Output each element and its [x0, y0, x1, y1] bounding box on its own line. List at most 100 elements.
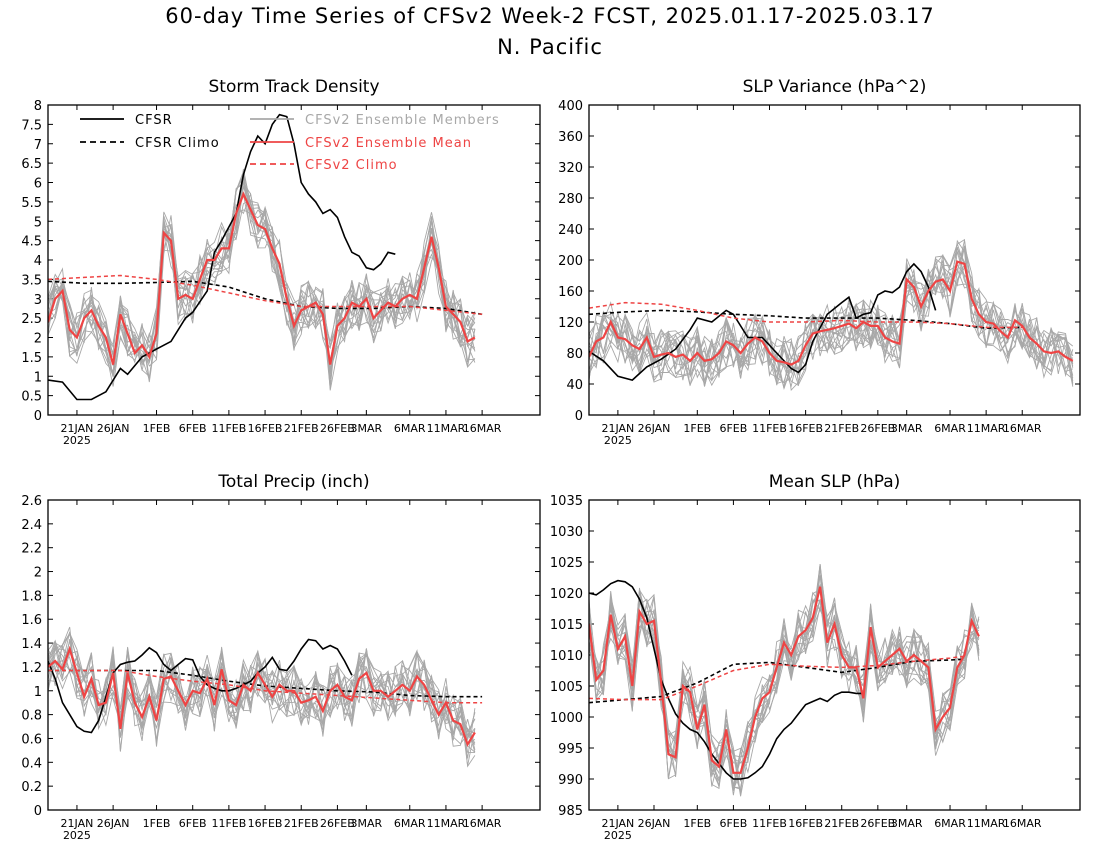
y-tick-label: 5: [34, 215, 42, 230]
data-layer: [48, 626, 483, 768]
x-tick-label: 26JAN: [638, 422, 671, 435]
y-tick-label: 120: [558, 316, 583, 331]
x-tick-label: 3MAR: [891, 422, 923, 435]
ensemble-mean-line: [48, 645, 476, 747]
ensemble-member-line: [48, 643, 476, 739]
x-tick-label: 26JAN: [97, 817, 130, 830]
x-tick-label: 11MAR: [967, 422, 1006, 435]
ensemble-mean-line: [589, 586, 980, 774]
legend-ens-mean-label: CFSv2 Ensemble Mean: [305, 136, 472, 151]
x-tick-label: 3MAR: [891, 817, 923, 830]
chart-panel-2: SLP Variance (hPa^2) 0 40 80 120 160 200 240 280…: [558, 77, 1081, 447]
x-tick-label: 16FEB: [248, 422, 283, 435]
y-tick-label: 2.6: [21, 494, 42, 509]
ensemble-member-line: [48, 172, 476, 373]
main-title: 60-day Time Series of CFSv2 Week-2 FCST,…: [165, 4, 935, 28]
x-year-label: 2025: [604, 829, 632, 842]
ensemble-member-line: [589, 263, 1073, 389]
x-tick-label: 21JAN: [601, 422, 634, 435]
y-tick-label: 240: [558, 223, 583, 238]
x-tick-label: 26JAN: [97, 422, 130, 435]
ensemble-mean-line: [589, 260, 1074, 366]
y-tick-label: 7: [34, 138, 42, 153]
x-tick-label: 1FEB: [143, 422, 171, 435]
x-tick-label: 26FEB: [860, 817, 895, 830]
y-tick-label: 4: [34, 254, 42, 269]
x-tick-label: 26FEB: [860, 422, 895, 435]
y-tick-label: 0.8: [21, 709, 42, 724]
y-tick-label: 995: [558, 742, 583, 757]
y-tick-label: 8: [34, 99, 42, 114]
x-tick-label: 11MAR: [427, 422, 466, 435]
ensemble-member-line: [589, 242, 1074, 384]
ensemble-mean-line: [48, 191, 476, 365]
y-tick-label: 360: [558, 130, 583, 145]
x-tick-label: 3MAR: [351, 422, 383, 435]
legend: CFSR CFSR Climo CFSv2 Ensemble Members CFSv…: [80, 113, 499, 173]
x-tick-label: 6MAR: [934, 422, 966, 435]
y-tick-label: 2: [34, 332, 42, 347]
y-tick-label: 160: [558, 285, 583, 300]
x-tick-label: 21FEB: [284, 422, 319, 435]
x-tick-label: 16FEB: [248, 817, 283, 830]
y-tick-label: 320: [558, 161, 583, 176]
y-tick-label: 7.5: [21, 118, 42, 133]
y-tick-label: 2.4: [21, 518, 42, 533]
ensemble-member-line: [48, 631, 476, 752]
region-title: N. Pacific: [497, 35, 603, 59]
cfsv2-climo-line: [589, 301, 1023, 329]
x-tick-label: 1FEB: [683, 422, 711, 435]
y-tick-label: 0.6: [21, 732, 42, 747]
y-tick-label: 1.8: [21, 589, 42, 604]
y-tick-label: 0: [34, 804, 42, 819]
y-tick-label: 1: [34, 370, 42, 385]
y-tick-label: 2: [34, 566, 42, 581]
y-tick-label: 2.2: [21, 542, 42, 557]
y-tick-label: 1.5: [21, 351, 42, 366]
cfsv2-climo-line: [48, 274, 483, 316]
legend-cfsr-climo-label: CFSR Climo: [135, 136, 220, 151]
cfsv2-climo-line: [589, 655, 965, 701]
x-tick-label: 16FEB: [788, 817, 823, 830]
x-tick-label: 21FEB: [284, 817, 319, 830]
chart-title: Mean SLP (hPa): [769, 472, 901, 492]
cfsr-climo-line: [589, 309, 1023, 330]
y-tick-label: 0.4: [21, 756, 42, 771]
chart-title: SLP Variance (hPa^2): [743, 77, 927, 97]
y-tick-label: 1030: [550, 525, 583, 540]
y-tick-label: 1.2: [21, 661, 42, 676]
x-tick-label: 21JAN: [61, 817, 94, 830]
y-tick-label: 1015: [550, 618, 583, 633]
cfsr-line: [48, 113, 396, 401]
y-tick-label: 1005: [550, 680, 583, 695]
x-tick-label: 6FEB: [179, 817, 207, 830]
x-tick-label: 16FEB: [788, 422, 823, 435]
x-tick-label: 26FEB: [320, 817, 355, 830]
y-tick-label: 0.2: [21, 780, 42, 795]
ensemble-member-line: [48, 180, 476, 374]
x-tick-label: 21JAN: [601, 817, 634, 830]
y-tick-label: 1010: [550, 649, 583, 664]
plot-frame: [47, 104, 541, 416]
x-tick-label: 21FEB: [824, 422, 859, 435]
x-tick-label: 16MAR: [463, 422, 502, 435]
plot-frame: [47, 499, 541, 811]
ensemble-member-line: [589, 563, 980, 792]
y-tick-label: 1: [34, 685, 42, 700]
y-tick-label: 1025: [550, 556, 583, 571]
data-layer: [589, 238, 1074, 391]
y-tick-label: 1.4: [21, 637, 42, 652]
ensemble-member-line: [589, 596, 980, 764]
x-tick-label: 3MAR: [351, 817, 383, 830]
x-tick-label: 11MAR: [967, 817, 1006, 830]
y-tick-label: 0: [575, 409, 583, 424]
x-tick-label: 1FEB: [683, 817, 711, 830]
y-tick-label: 6: [34, 177, 42, 192]
ensemble-member-line: [589, 597, 980, 795]
x-tick-label: 6FEB: [179, 422, 207, 435]
y-tick-label: 0.5: [21, 390, 42, 405]
x-tick-label: 26JAN: [638, 817, 671, 830]
y-tick-label: 280: [558, 192, 583, 207]
cfsr-line: [48, 638, 353, 734]
